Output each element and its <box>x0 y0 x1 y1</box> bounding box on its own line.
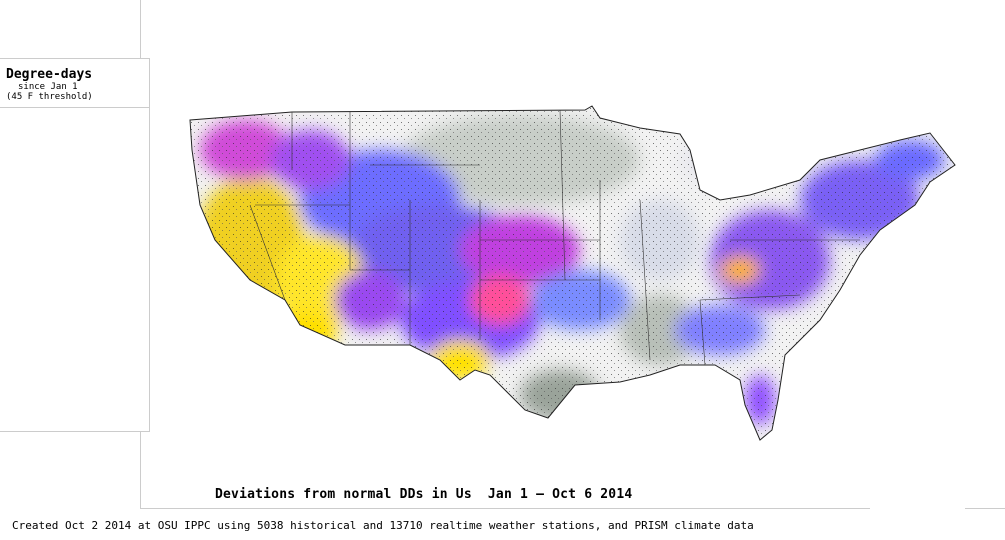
legend-subtitle: since Jan 1 <box>18 82 78 92</box>
state-borders <box>249 109 860 366</box>
footer-note: Created Oct 2 2014 at OSU IPPC using 503… <box>12 519 754 532</box>
divider <box>140 0 141 58</box>
divider <box>140 508 870 509</box>
legend-panel: Degree-days since Jan 1 (45 F threshold) <box>0 58 150 432</box>
us-map <box>189 105 956 441</box>
map-caption: Deviations from normal DDs in Us Jan 1 –… <box>215 487 633 502</box>
legend-header: Degree-days since Jan 1 (45 F threshold) <box>0 59 149 108</box>
legend-title: Degree-days <box>6 67 93 82</box>
divider <box>965 508 1005 509</box>
legend-threshold: (45 F threshold) <box>6 92 93 102</box>
divider <box>140 432 141 508</box>
